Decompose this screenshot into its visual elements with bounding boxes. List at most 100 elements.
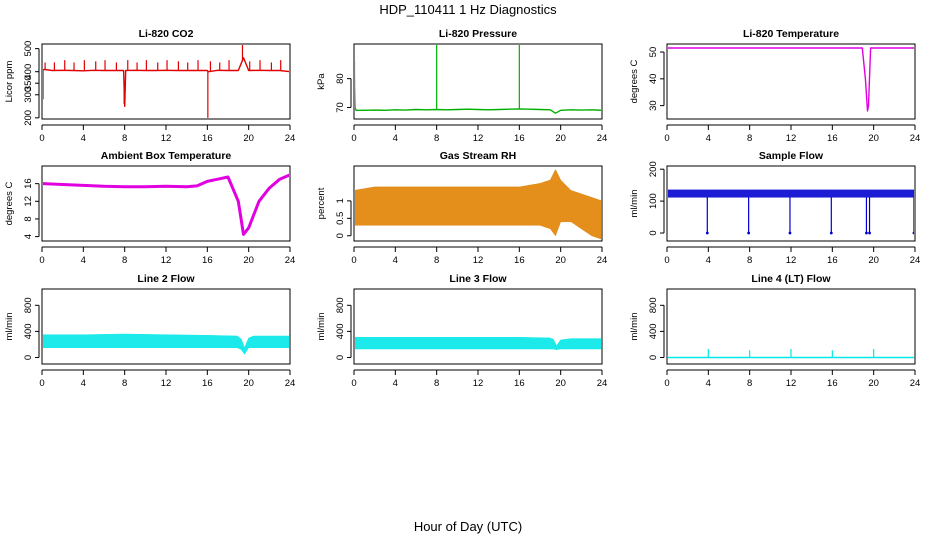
x-tick-label: 16 xyxy=(202,378,213,389)
panel-3: Li-820 Temperature degrees C 0 4 8 12 16 20 24 30… xyxy=(629,28,920,144)
series-group xyxy=(355,290,601,363)
plot-frame xyxy=(41,165,291,242)
x-tick-label: 16 xyxy=(514,255,525,266)
series-line xyxy=(43,173,289,236)
x-tick-label: 4 xyxy=(393,133,398,144)
x-tick-label: 12 xyxy=(473,378,484,389)
series-group xyxy=(43,45,289,118)
y-tick-label: 0 xyxy=(648,355,659,360)
dip-point xyxy=(912,231,914,235)
x-tick-label: 8 xyxy=(122,378,127,389)
series-line xyxy=(43,57,289,107)
x-tick-label: 20 xyxy=(868,255,879,266)
x-tick-label: 4 xyxy=(706,255,711,266)
x-tick-label: 16 xyxy=(202,133,213,144)
x-tick-label: 24 xyxy=(285,378,296,389)
y-tick-label: 70 xyxy=(335,102,346,113)
x-tick-label: 24 xyxy=(910,133,921,144)
dip-point xyxy=(829,231,833,235)
plot-frame xyxy=(353,43,603,120)
series-group xyxy=(668,47,914,112)
y-tick-label: 8 xyxy=(23,216,34,221)
y-axis-label: ml/min xyxy=(316,313,327,341)
dip-point xyxy=(868,231,871,235)
y-tick-label: 400 xyxy=(648,323,659,339)
x-tick-label: 20 xyxy=(555,255,566,266)
x-tick-label: 12 xyxy=(786,133,797,144)
plot-frame xyxy=(666,288,916,365)
panel-title: Line 2 Flow xyxy=(137,273,195,285)
dip-point xyxy=(705,231,709,235)
series-band xyxy=(43,333,289,355)
x-tick-label: 24 xyxy=(910,255,921,266)
panel-1: Li-820 CO2 Licor ppm 0 4 8 12 16 20 24 200 3003504… xyxy=(4,28,295,144)
y-tick-label: 80 xyxy=(335,73,346,84)
series-band xyxy=(355,337,601,350)
panel-title: Li-820 CO2 xyxy=(139,28,194,40)
y-tick-label: 0 xyxy=(23,355,34,360)
plot-frame xyxy=(41,288,291,365)
y-axis-label: degrees C xyxy=(629,59,640,103)
x-tick-label: 20 xyxy=(243,378,254,389)
figure-x-axis-label: Hour of Day (UTC) xyxy=(414,519,522,534)
y-tick-label: 400 xyxy=(335,323,346,339)
series-group xyxy=(355,45,601,114)
panel-6: Sample Flow ml/min 0 4 8 12 16 20 24 0 100 200 xyxy=(629,150,920,266)
series-group xyxy=(43,290,289,363)
x-tick-label: 8 xyxy=(434,133,439,144)
panel-title: Gas Stream RH xyxy=(440,150,516,162)
x-tick-label: 24 xyxy=(597,255,608,266)
dip-point xyxy=(747,231,751,235)
x-tick-label: 24 xyxy=(597,378,608,389)
x-tick-label: 12 xyxy=(786,255,797,266)
y-tick-label: 12 xyxy=(23,196,34,207)
y-tick-label: 30 xyxy=(648,100,659,111)
x-tick-label: 20 xyxy=(243,255,254,266)
y-tick-label: 16 xyxy=(23,178,34,189)
y-tick-label: 0 xyxy=(335,355,346,360)
x-tick-label: 16 xyxy=(827,133,838,144)
plot-frame xyxy=(666,43,916,120)
y-tick-label: 4 xyxy=(23,234,34,239)
series-group xyxy=(43,173,289,236)
panel-8: Line 3 Flow ml/min 0 4 8 12 16 20 24 0 400 800 xyxy=(316,273,607,389)
x-tick-label: 8 xyxy=(747,133,752,144)
x-tick-label: 12 xyxy=(161,378,172,389)
y-axis-label: degrees C xyxy=(4,181,15,225)
y-tick-label: 100 xyxy=(648,193,659,209)
x-tick-label: 12 xyxy=(473,133,484,144)
y-tick-label: 200 xyxy=(23,110,34,126)
x-tick-label: 0 xyxy=(351,255,356,266)
x-tick-label: 8 xyxy=(747,378,752,389)
y-tick-label: 200 xyxy=(648,161,659,177)
plot-frame xyxy=(353,165,603,242)
series-band xyxy=(355,168,601,240)
x-tick-label: 8 xyxy=(434,255,439,266)
x-tick-label: 20 xyxy=(555,133,566,144)
x-tick-label: 20 xyxy=(243,133,254,144)
x-tick-label: 8 xyxy=(122,255,127,266)
y-tick-label: 800 xyxy=(23,297,34,313)
y-tick-label: 1 xyxy=(335,198,346,203)
x-tick-label: 16 xyxy=(827,378,838,389)
panel-9: Line 4 (LT) Flow ml/min 0 4 8 12 16 20 24 0 400 800 xyxy=(629,273,920,389)
panel-title: Li-820 Temperature xyxy=(743,28,839,40)
x-tick-label: 8 xyxy=(747,255,752,266)
y-axis-label: Licor ppm xyxy=(4,61,15,103)
panel-7: Line 2 Flow ml/min 0 4 8 12 16 20 24 0 400 800 xyxy=(4,273,295,389)
y-axis-label: ml/min xyxy=(629,190,640,218)
y-tick-label: 50 xyxy=(648,47,659,58)
plot-frame xyxy=(666,165,916,242)
x-tick-label: 20 xyxy=(555,378,566,389)
x-tick-label: 4 xyxy=(81,378,86,389)
series-group xyxy=(355,167,601,240)
x-tick-label: 12 xyxy=(161,133,172,144)
series-group xyxy=(668,167,914,240)
y-tick-label: 500 xyxy=(23,41,34,57)
x-tick-label: 0 xyxy=(351,378,356,389)
panel-title: Line 3 Flow xyxy=(449,273,507,285)
y-axis-label: kPa xyxy=(316,73,327,90)
x-tick-label: 12 xyxy=(473,255,484,266)
x-tick-label: 16 xyxy=(514,378,525,389)
